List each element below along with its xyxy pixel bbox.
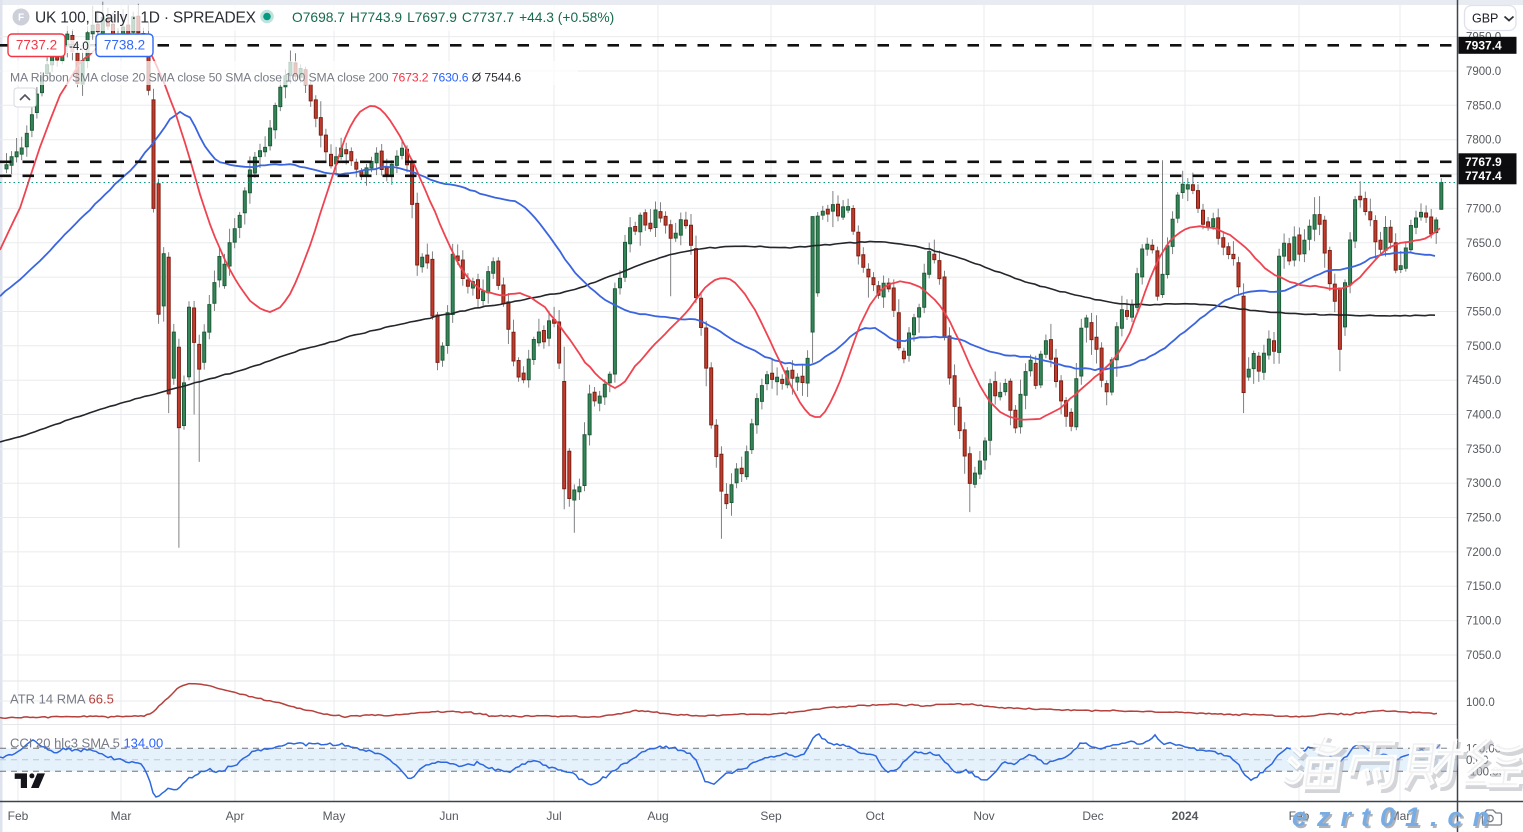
svg-text:7500.0: 7500.0 (1466, 341, 1501, 353)
svg-text:7400.0: 7400.0 (1466, 410, 1501, 422)
svg-text:7100.0: 7100.0 (1466, 616, 1501, 628)
svg-text:7800.0: 7800.0 (1466, 135, 1501, 147)
svg-text:F: F (18, 13, 24, 24)
svg-text:7300.0: 7300.0 (1466, 478, 1501, 490)
svg-text:100.0: 100.0 (1466, 697, 1495, 709)
svg-text:GBP: GBP (1472, 12, 1498, 26)
svg-text:UK 100, Daily · 1D · SPREADEX: UK 100, Daily · 1D · SPREADEX (35, 10, 257, 27)
svg-text:Oct: Oct (866, 809, 885, 823)
svg-text:7200.0: 7200.0 (1466, 547, 1501, 559)
svg-text:7550.0: 7550.0 (1466, 307, 1501, 319)
svg-text:2024: 2024 (1172, 809, 1199, 823)
svg-text:7250.0: 7250.0 (1466, 513, 1501, 525)
svg-text:ezrt01.cn: ezrt01.cn (1292, 802, 1499, 832)
svg-text:ATR 14 RMA 66.5: ATR 14 RMA 66.5 (10, 692, 114, 707)
svg-text:CCI 20 hlc3 SMA 5 134.00: CCI 20 hlc3 SMA 5 134.00 (10, 736, 163, 751)
svg-text:ezrt01.cn: ezrt01.cn (1294, 804, 1501, 832)
svg-text:7767.9: 7767.9 (1465, 155, 1502, 169)
svg-text:Sep: Sep (760, 809, 782, 823)
svg-text:Dec: Dec (1082, 809, 1103, 823)
svg-text:Mar: Mar (1390, 809, 1411, 823)
svg-text:7937.4: 7937.4 (1465, 39, 1502, 53)
svg-text:Nov: Nov (973, 809, 994, 823)
svg-text:7350.0: 7350.0 (1466, 444, 1501, 456)
svg-text:Feb: Feb (1289, 809, 1310, 823)
svg-text:Jun: Jun (439, 809, 458, 823)
svg-text:Mar: Mar (111, 809, 132, 823)
svg-text:7747.4: 7747.4 (1465, 169, 1502, 183)
svg-text:7650.0: 7650.0 (1466, 238, 1501, 250)
svg-text:May: May (323, 809, 346, 823)
svg-text:7150.0: 7150.0 (1466, 581, 1501, 593)
svg-text:7450.0: 7450.0 (1466, 375, 1501, 387)
svg-text:7700.0: 7700.0 (1466, 203, 1501, 215)
svg-text:MA Ribbon SMA close 20 SMA clo: MA Ribbon SMA close 20 SMA close 50 SMA … (10, 71, 521, 85)
svg-text:7900.0: 7900.0 (1466, 66, 1501, 78)
svg-text:7050.0: 7050.0 (1466, 650, 1501, 662)
svg-text:-4.0: -4.0 (69, 41, 89, 53)
svg-text:Aug: Aug (647, 809, 668, 823)
svg-text:7600.0: 7600.0 (1466, 272, 1501, 284)
svg-text:7850.0: 7850.0 (1466, 100, 1501, 112)
svg-text:7738.2: 7738.2 (104, 38, 145, 53)
svg-text:O7698.7 H7743.9 L7697.9 C77: O7698.7 H7743.9 L7697.9 C7737.7 +44.3 (+… (292, 10, 614, 25)
svg-text:Feb: Feb (8, 809, 29, 823)
svg-text:Apr: Apr (226, 809, 245, 823)
svg-text:7737.2: 7737.2 (16, 38, 57, 53)
svg-text:Jul: Jul (546, 809, 561, 823)
